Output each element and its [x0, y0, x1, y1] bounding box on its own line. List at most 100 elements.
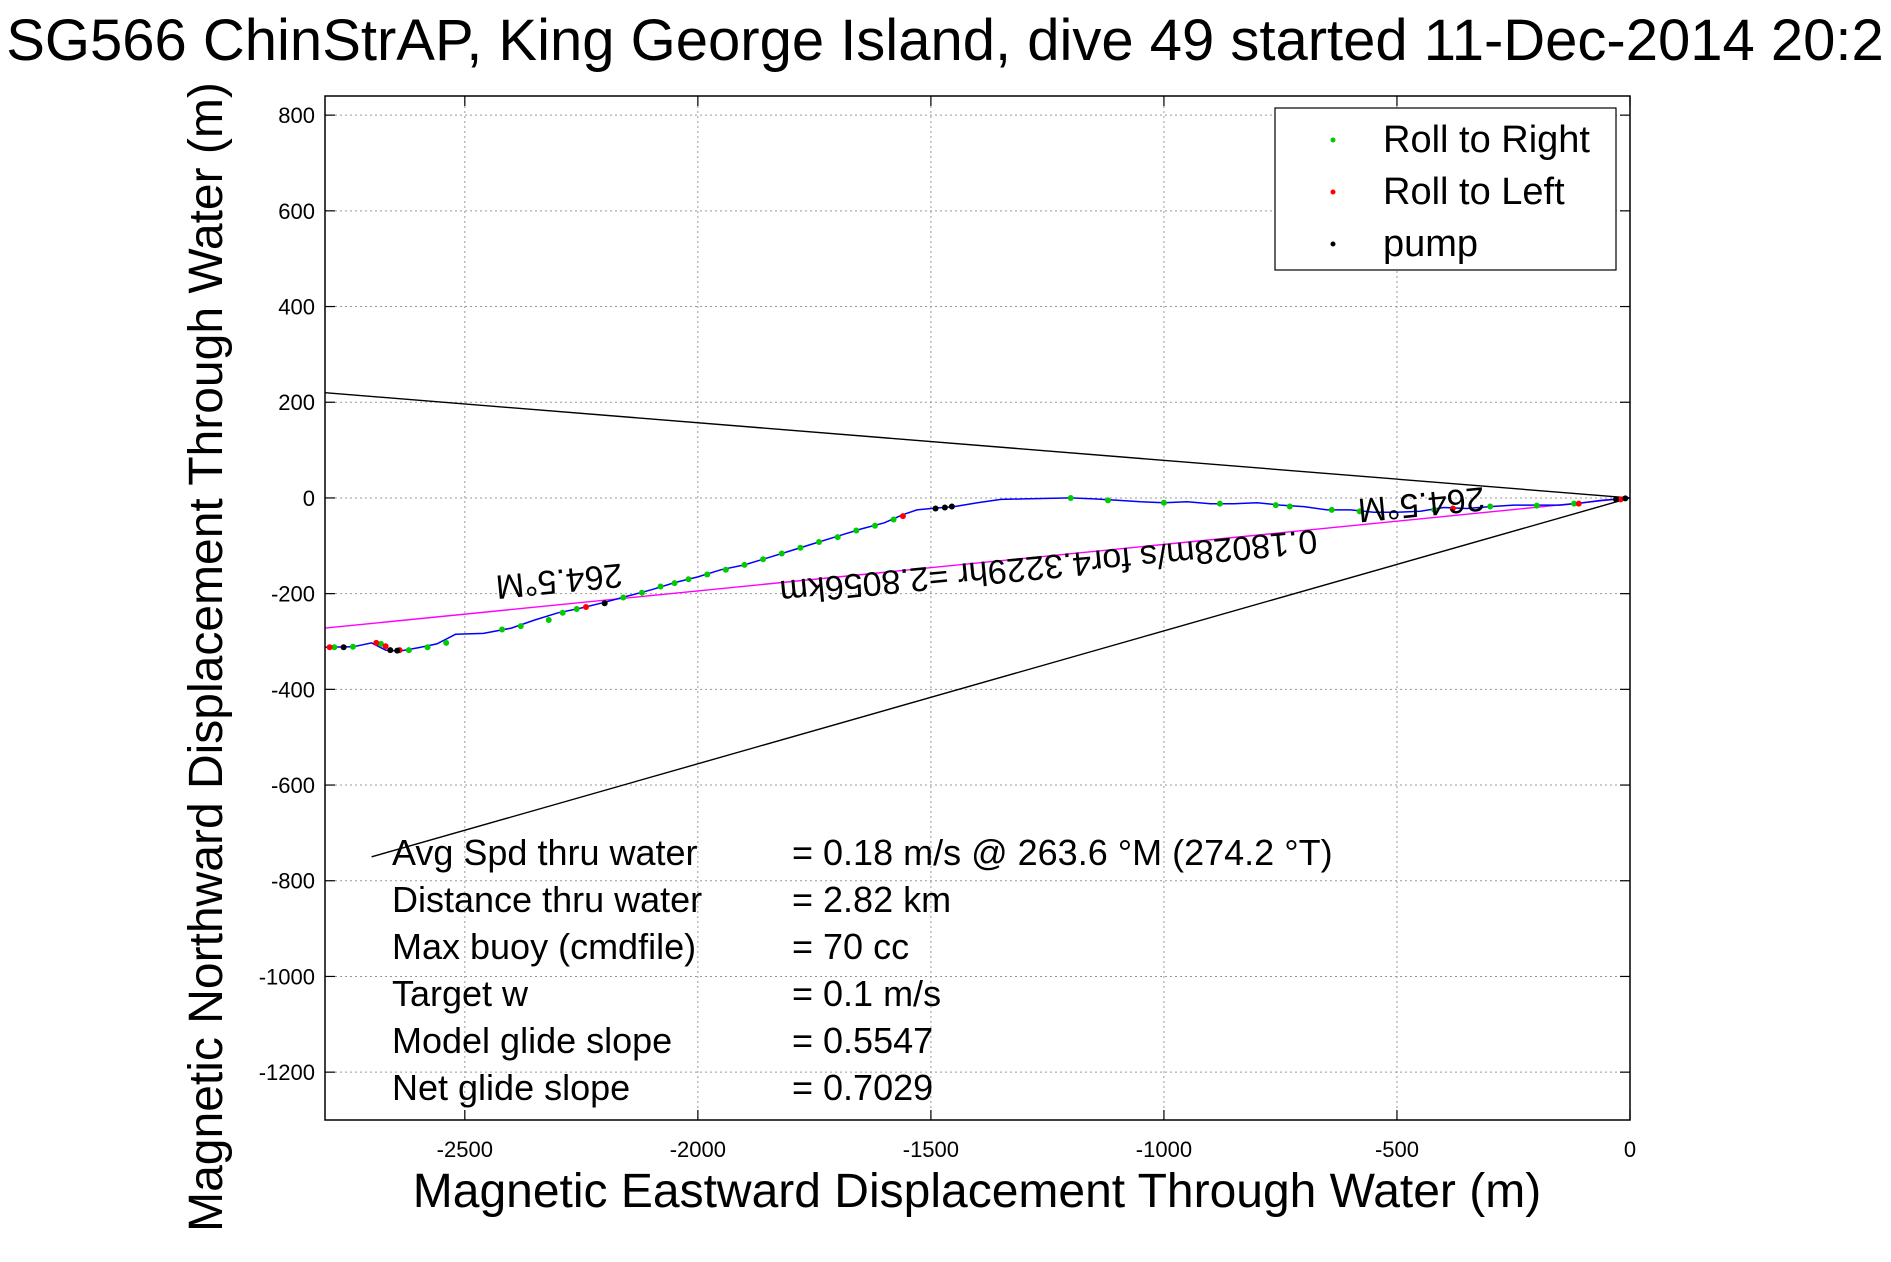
- roll-right-point: [499, 626, 506, 633]
- pump-point: [1613, 496, 1620, 503]
- stat-label: Net glide slope: [392, 1067, 630, 1108]
- roll-right-point: [1286, 503, 1293, 510]
- stats-block: Avg Spd thru water = 0.18 m/s @ 263.6 °M …: [392, 832, 1333, 1108]
- pump-point: [387, 647, 394, 654]
- pump-point: [1622, 495, 1629, 502]
- roll-right-point: [1356, 508, 1363, 515]
- roll-right-point: [1571, 500, 1578, 507]
- roll-left-point: [326, 644, 333, 651]
- legend-label: Roll to Left: [1383, 171, 1565, 213]
- axis-ticks: -2500 -2000 -1500 -1000 -500 0 800 600 400 200 0 -2…: [259, 96, 1636, 1162]
- roll-right-point: [704, 571, 711, 578]
- roll-right-point: [349, 643, 356, 650]
- roll-right-point: [559, 609, 566, 616]
- legend-marker: [1330, 189, 1336, 195]
- stat-value: = 70 cc: [792, 926, 909, 967]
- roll-left-point: [1617, 496, 1624, 503]
- roll-left-point: [583, 604, 589, 611]
- y-tick-label: -400: [271, 677, 315, 702]
- stat-label: Target w: [392, 973, 529, 1014]
- roll-right-point: [657, 583, 664, 590]
- y-axis-label: Magnetic Northward Displacement Through …: [180, 82, 233, 1232]
- x-tick-label: -500: [1375, 1137, 1419, 1162]
- y-tick-label: 0: [303, 486, 315, 511]
- y-tick-label: -600: [271, 773, 315, 798]
- roll-left-point: [373, 639, 380, 646]
- grid: [325, 96, 1630, 1120]
- y-tick-label: 800: [278, 103, 315, 128]
- roll-right-point: [1533, 502, 1540, 509]
- stat-value: = 0.1 m/s: [792, 973, 941, 1014]
- pump-point: [340, 644, 347, 651]
- roll-right-point: [443, 639, 450, 646]
- roll-left-point: [382, 643, 389, 650]
- roll-left-point: [1449, 505, 1456, 512]
- roll-right-point: [377, 640, 384, 647]
- chart-title: SG566 ChinStrAP, King George Island, div…: [6, 8, 1884, 73]
- roll-right-point: [1067, 494, 1074, 501]
- x-axis-label: Magnetic Eastward Displacement Through W…: [413, 1165, 1541, 1218]
- x-tick-label: -1000: [1136, 1137, 1192, 1162]
- roll-right-point: [1105, 497, 1111, 504]
- y-tick-label: -200: [271, 582, 315, 607]
- legend-marker: [1330, 137, 1336, 143]
- mean-current-line: [325, 497, 1630, 629]
- roll-right-point: [405, 647, 412, 654]
- heading-lower-line: [371, 497, 1630, 858]
- annotation-label: 264.5°M: [494, 556, 624, 606]
- stat-value: = 0.5547: [792, 1020, 933, 1061]
- roll-right-point: [517, 623, 524, 630]
- stat-label: Model glide slope: [392, 1020, 672, 1061]
- roll-right-point: [1328, 506, 1335, 513]
- x-tick-label: -2000: [670, 1137, 726, 1162]
- stat-value: = 2.82 km: [792, 879, 951, 920]
- y-tick-label: 600: [278, 199, 315, 224]
- roll-right-point: [685, 576, 692, 583]
- roll-right-point: [1216, 500, 1223, 507]
- roll-right-point: [573, 605, 580, 612]
- stat-label: Distance thru water: [392, 879, 702, 920]
- roll-right-point: [834, 534, 841, 541]
- glider-track-line: [325, 497, 1630, 652]
- axes-box: [324, 95, 1631, 1121]
- y-tick-label: 200: [278, 390, 315, 415]
- legend-label: pump: [1383, 223, 1478, 265]
- roll-right-point: [1431, 506, 1438, 513]
- plot-area: [325, 391, 1630, 858]
- pump-point: [932, 505, 939, 512]
- roll-right-point: [722, 566, 729, 573]
- stat-label: Max buoy (cmdfile): [392, 926, 696, 967]
- annotation-label: 264.5°M: [1356, 479, 1486, 529]
- roll-right-point: [871, 522, 878, 529]
- pump-point: [601, 600, 608, 607]
- legend: Roll to Right Roll to Left pump: [1274, 107, 1617, 271]
- roll-right-point: [1487, 503, 1494, 510]
- x-tick-label: 0: [1624, 1137, 1636, 1162]
- pump-point: [394, 647, 401, 654]
- roll-right-point: [671, 580, 678, 587]
- stat-value: = 0.18 m/s @ 263.6 °M (274.2 °T): [792, 832, 1333, 873]
- roll-right-point: [797, 544, 804, 551]
- legend-label: Roll to Right: [1383, 119, 1590, 161]
- pump-point: [948, 503, 955, 510]
- roll-right-point: [760, 556, 767, 563]
- roll-right-point: [816, 538, 823, 545]
- legend-marker: [1330, 241, 1336, 247]
- roll-right-point: [853, 527, 860, 534]
- y-tick-label: -1000: [259, 964, 315, 989]
- annotation-label: 0.18028m/s for4.3229hr =2.8056km: [778, 522, 1319, 612]
- y-tick-label: -1200: [259, 1060, 315, 1085]
- roll-right-point: [638, 589, 645, 596]
- roll-left-point: [899, 513, 906, 520]
- roll-right-point: [1272, 502, 1279, 509]
- stat-label: Avg Spd thru water: [392, 832, 698, 873]
- roll-right-point: [424, 644, 431, 651]
- x-tick-label: -1500: [903, 1137, 959, 1162]
- roll-right-point: [331, 644, 338, 651]
- pump-point: [941, 504, 948, 511]
- roll-right-point: [778, 550, 785, 557]
- y-tick-label: 400: [278, 295, 315, 320]
- y-tick-label: -800: [271, 869, 315, 894]
- roll-left-point: [1575, 500, 1582, 507]
